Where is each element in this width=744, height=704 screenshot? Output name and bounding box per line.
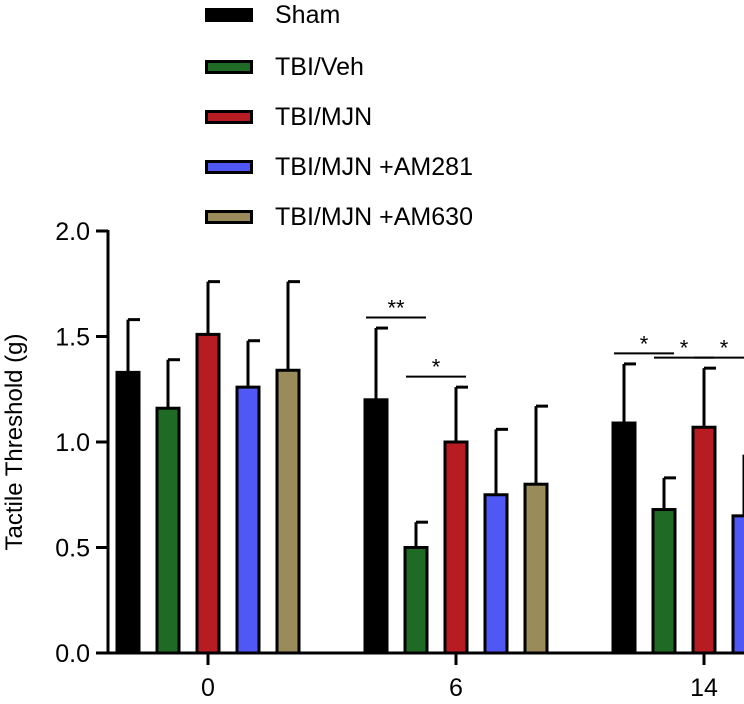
legend-swatch-tbi-mjn <box>205 110 253 124</box>
legend-label-tbi-veh: TBI/Veh <box>275 53 364 81</box>
bar <box>115 370 141 655</box>
y-tick-label: 0.5 <box>55 535 90 563</box>
significance-label: * <box>720 336 729 361</box>
y-tick-label: 2.0 <box>55 218 90 246</box>
legend-label-am630: TBI/MJN +AM630 <box>275 203 473 231</box>
bar <box>363 398 389 655</box>
y-tick-label: 1.0 <box>55 429 90 457</box>
bar <box>691 425 717 655</box>
y-tick-label: 0.0 <box>55 640 90 668</box>
significance-label: ** <box>387 296 405 321</box>
x-tick-label: 14 <box>690 674 718 702</box>
bar <box>651 508 677 655</box>
significance-label: * <box>680 336 689 361</box>
legend-swatch-tbi-veh <box>205 60 253 74</box>
significance-label: * <box>432 355 441 380</box>
x-tick-label: 0 <box>201 674 215 702</box>
significance-markers: **** * * <box>366 296 744 380</box>
bar <box>275 368 301 655</box>
legend-swatch-am630 <box>205 210 253 224</box>
bar <box>195 332 221 655</box>
legend-swatch-sham <box>205 8 253 22</box>
legend-label-tbi-mjn: TBI/MJN <box>275 103 373 131</box>
bar <box>443 440 469 655</box>
significance-label: * <box>640 331 649 356</box>
bar <box>235 385 261 655</box>
y-axis-label: Tactile Threshold (g) <box>1 334 28 551</box>
bar <box>483 493 509 655</box>
bar <box>731 514 744 655</box>
legend-label-sham: Sham <box>275 1 341 29</box>
x-tick-label: 6 <box>449 674 463 702</box>
bar <box>523 482 549 655</box>
bars <box>115 280 744 655</box>
legend-swatch-am281 <box>205 160 253 174</box>
legend-label-am281: TBI/MJN +AM281 <box>275 153 473 181</box>
bar <box>611 421 637 655</box>
bar <box>155 406 181 655</box>
y-tick-label: 1.5 <box>55 324 90 352</box>
bar <box>403 546 429 655</box>
